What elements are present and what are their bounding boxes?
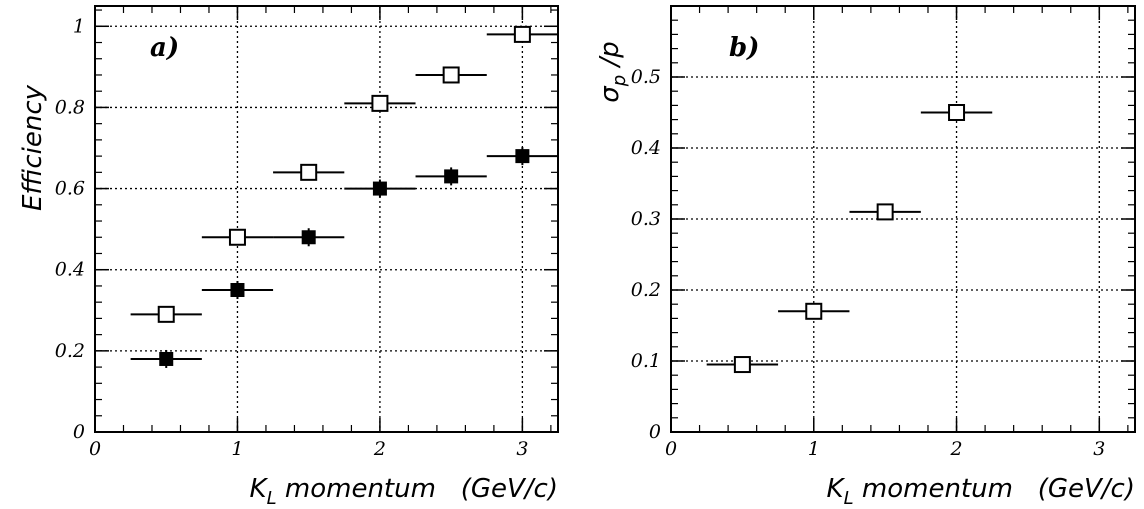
panel-b-y-tick-label: 0.1 [631, 350, 661, 372]
panel-a-y-tick-label: 1 [73, 15, 85, 37]
panel-b-x-tick-label: 1 [808, 438, 820, 460]
panel-a-filled-square-marker [230, 283, 245, 297]
panel-a-y-title: Efficiency [18, 84, 48, 211]
panel-a-frame [94, 5, 559, 433]
panel-a-filled-square-marker [444, 169, 459, 184]
panel-a-series-0-point [415, 66, 487, 84]
panel-b-y-title-main: σ [595, 85, 625, 103]
panel-a-open-square-marker [157, 305, 175, 323]
panel-b-y-tick-label: 0.2 [631, 279, 661, 301]
panel-b-ticks: 0 1 2 3 0 0.1 0.2 0.3 0.4 0.5 [631, 5, 1135, 460]
panel-b-y-tick-label: 0.5 [631, 66, 661, 88]
panel-a-x-tick-label: 2 [373, 438, 386, 460]
panel-b-series-0-point [849, 203, 921, 221]
panel-a-filled-square-marker [372, 181, 387, 196]
panel-b-y-tick-label: 0.3 [631, 208, 661, 230]
panel-b-series-0-point [706, 356, 779, 374]
panel-a-series-1-point [130, 349, 202, 368]
panel-b-open-square-marker [948, 104, 966, 121]
panel-a-ticks: 0 1 2 3 0 0.2 0.4 0.6 0.8 1 [55, 6, 558, 460]
panel-a-open-square-marker [371, 94, 389, 112]
panel-b: 0 1 2 3 0 0.1 0.2 0.3 0.4 0.5 b) σp /p KL momentu… [595, 5, 1136, 509]
panel-a-label: a) [150, 33, 179, 63]
panel-a-series-1-point [344, 179, 416, 198]
panel-a-y-tick-label: 0.6 [55, 178, 85, 200]
panel-a-grid [95, 6, 558, 432]
panel-b-x-title-rest: momentum (GeV/c) [854, 474, 1135, 504]
panel-a-open-square-marker [228, 228, 246, 246]
panel-a-open-square-marker [513, 25, 531, 43]
panel-b-y-tick-label: 0 [649, 421, 661, 443]
panel-b-y-title: σp /p [595, 41, 630, 102]
panel-a-series-1-point [201, 281, 274, 299]
panel-a-x-title-rest: momentum (GeV/c) [277, 474, 558, 504]
panel-a-x-tick-label: 1 [231, 438, 243, 460]
panel-a-series-1-point [273, 228, 345, 247]
panel-a-series-0-point [201, 228, 274, 246]
panel-a-series-0-point [486, 25, 558, 43]
panel-a-filled-square-marker [301, 230, 316, 245]
panel-b-series-0-point [778, 302, 850, 320]
panel-a-filled-square-marker [159, 351, 174, 366]
panel-b-open-square-marker [733, 356, 751, 374]
panel-a-x-tick-label: 0 [89, 438, 101, 460]
panel-a-series-0-point [344, 94, 416, 112]
panel-a-open-square-marker [300, 163, 318, 181]
panel-a-filled-square-marker [515, 149, 530, 164]
panel-b-open-square-marker [805, 302, 823, 320]
panel-b-series-0-point [920, 104, 993, 121]
panel-b-label: b) [729, 33, 759, 63]
panel-a-series-0-point [130, 305, 202, 323]
panel-a-y-tick-label: 0.8 [55, 96, 85, 118]
panel-b-marks [706, 104, 993, 374]
panel-b-grid [671, 6, 1135, 432]
panel-b-y-title-sub: p [609, 75, 630, 87]
panel-a-series-1-point [486, 147, 558, 166]
panel-a-y-tick-label: 0.2 [55, 340, 85, 362]
panel-a: 0 1 2 3 0 0.2 0.4 0.6 0.8 1 a) Efficiency KL mome… [18, 5, 559, 509]
panel-a-y-tick-label: 0.4 [55, 259, 85, 281]
panel-a-x-title-sub: L [267, 488, 277, 509]
panel-b-open-square-marker [876, 203, 894, 221]
panel-a-x-title: KL momentum (GeV/c) [250, 474, 558, 509]
panel-a-series-0-point [273, 163, 345, 181]
panel-a-open-square-marker [442, 66, 460, 84]
panel-b-y-title-rest: /p [595, 41, 625, 75]
panel-b-x-tick-label: 3 [1093, 438, 1105, 460]
panel-b-x-tick-label: 2 [949, 438, 962, 460]
panel-a-series-1-point [415, 167, 487, 186]
panel-b-x-tick-label: 0 [665, 438, 677, 460]
panel-b-x-title-sub: L [844, 488, 854, 509]
panel-a-x-tick-label: 3 [516, 438, 528, 460]
panel-a-y-tick-label: 0 [73, 421, 85, 443]
panel-b-x-title-main: K [827, 474, 846, 504]
panel-b-y-tick-label: 0.4 [631, 137, 661, 159]
panel-a-marks [130, 25, 558, 368]
panel-a-x-title-main: K [250, 474, 269, 504]
panel-b-x-title: KL momentum (GeV/c) [827, 474, 1135, 509]
